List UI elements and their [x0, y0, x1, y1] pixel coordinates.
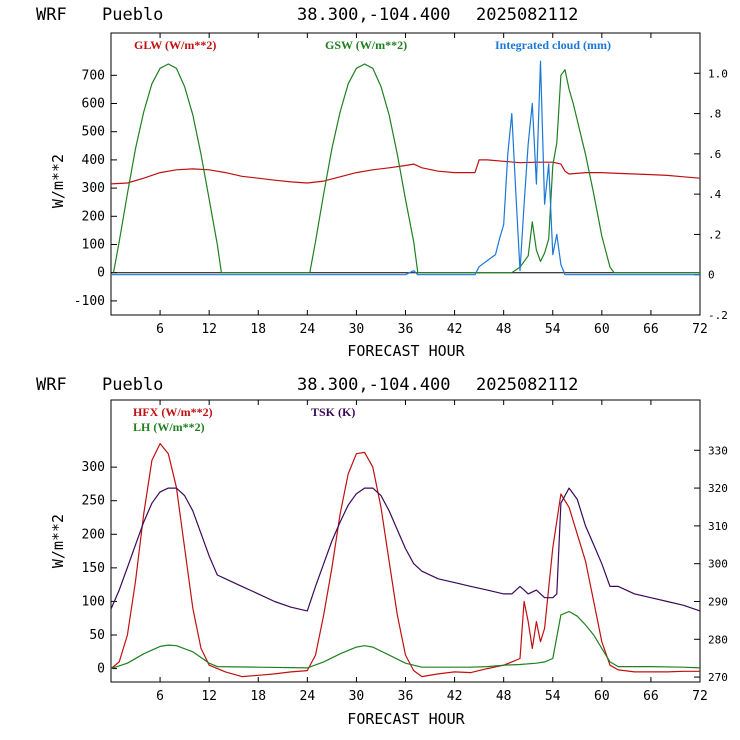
y-tick-label: -100 [74, 294, 105, 309]
legend-glw: GLW (W/m**2) [134, 38, 216, 52]
y2-tick-label: 320 [708, 482, 728, 495]
x-tick-label: 30 [349, 689, 365, 704]
y2-tick-label: 0 [708, 269, 715, 282]
y-tick-label: 300 [82, 460, 105, 475]
x-tick-label: 54 [545, 689, 561, 704]
series-line-hfx [110, 443, 700, 678]
panel-2: WRF Pueblo 38.300,-104.400 2025082112 6 1… [36, 375, 728, 728]
y-tick-label: 700 [82, 68, 105, 83]
panel-1-site: Pueblo [102, 5, 163, 25]
x-tick-label: 60 [594, 689, 610, 704]
y2-tick-label: .2 [708, 228, 721, 241]
y2-tick-label: 280 [708, 633, 728, 646]
y2-tick-label: .8 [708, 108, 721, 121]
y-tick-label: 250 [82, 494, 105, 509]
x-tick-label: 36 [398, 322, 414, 337]
x-tick-label: 6 [156, 322, 164, 337]
panel-1-coords: 38.300,-104.400 [297, 5, 451, 25]
x-tick-label: 6 [156, 689, 164, 704]
legend-hfx: HFX (W/m**2) [133, 405, 213, 419]
x-tick-label: 12 [201, 322, 217, 337]
x-tick-label: 48 [496, 322, 512, 337]
y-tick-label: 100 [82, 594, 105, 609]
y2-tick-label: -.2 [708, 309, 728, 322]
x-tick-label: 42 [447, 322, 463, 337]
panel-2-site: Pueblo [102, 375, 163, 395]
y2-tick-label: 270 [708, 671, 728, 684]
panel-1-ticks: 6 12 18 24 30 36 42 48 54 60 66 72 -100 0 100 200 300 400… [74, 33, 728, 337]
x-tick-label: 24 [300, 689, 316, 704]
x-tick-label: 18 [250, 322, 266, 337]
y2-tick-label: 1.0 [708, 67, 728, 80]
y2-tick-label: .6 [708, 148, 721, 161]
y-tick-label: 100 [82, 238, 105, 253]
x-tick-label: 18 [250, 689, 266, 704]
panel-1-model: WRF [36, 5, 67, 25]
y2-tick-label: 290 [708, 595, 728, 608]
y-tick-label: 150 [82, 561, 105, 576]
series-line-tsk [110, 487, 701, 612]
series-line-gsw [112, 63, 700, 274]
x-tick-label: 66 [643, 689, 659, 704]
panel-2-model: WRF [36, 375, 67, 395]
y2-tick-label: 300 [708, 558, 728, 571]
y2-tick-label: .4 [708, 188, 722, 201]
legend-tsk: TSK (K) [311, 405, 355, 419]
x-tick-label: 60 [594, 322, 610, 337]
y-tick-label: 200 [82, 209, 105, 224]
x-tick-label: 72 [692, 689, 708, 704]
y-tick-label: 400 [82, 153, 105, 168]
panel-1-init-time: 2025082112 [476, 5, 578, 25]
x-tick-label: 12 [201, 689, 217, 704]
panel-2-ylabel: W/m**2 [49, 514, 67, 568]
panel-1-series [110, 60, 701, 276]
legend-integrated-cloud: Integrated cloud (mm) [495, 38, 611, 52]
y-tick-label: 0 [97, 266, 105, 281]
panel-1: WRF Pueblo 38.300,-104.400 2025082112 6 1… [36, 5, 728, 360]
series-line-integrated [111, 60, 700, 276]
x-tick-label: 24 [300, 322, 316, 337]
panel-2-ticks: 6 12 18 24 30 36 42 48 54 60 66 72 0 50 100 150 200 250 30… [82, 400, 728, 704]
panel-2-xlabel: FORECAST HOUR [347, 710, 465, 728]
series-line-glw [110, 159, 701, 185]
panel-2-init-time: 2025082112 [476, 375, 578, 395]
series-line-lh [110, 610, 701, 670]
y2-tick-label: 330 [708, 444, 728, 457]
y-tick-label: 600 [82, 97, 105, 112]
panel-2-series [110, 443, 701, 678]
y-tick-label: 50 [89, 628, 105, 643]
x-tick-label: 48 [496, 689, 512, 704]
y2-tick-label: 310 [708, 520, 728, 533]
x-tick-label: 66 [643, 322, 659, 337]
x-tick-label: 42 [447, 689, 463, 704]
x-tick-label: 30 [349, 322, 365, 337]
y-tick-label: 200 [82, 527, 105, 542]
legend-lh: LH (W/m**2) [133, 420, 205, 434]
y-tick-label: 300 [82, 181, 105, 196]
panel-1-ylabel: W/m**2 [49, 154, 67, 208]
x-tick-label: 36 [398, 689, 414, 704]
panel-2-coords: 38.300,-104.400 [297, 375, 451, 395]
y-tick-label: 0 [97, 662, 105, 677]
x-tick-label: 72 [692, 322, 708, 337]
legend-gsw: GSW (W/m**2) [325, 38, 407, 52]
y-tick-label: 500 [82, 125, 105, 140]
panel-1-xlabel: FORECAST HOUR [347, 342, 465, 360]
x-tick-label: 54 [545, 322, 561, 337]
